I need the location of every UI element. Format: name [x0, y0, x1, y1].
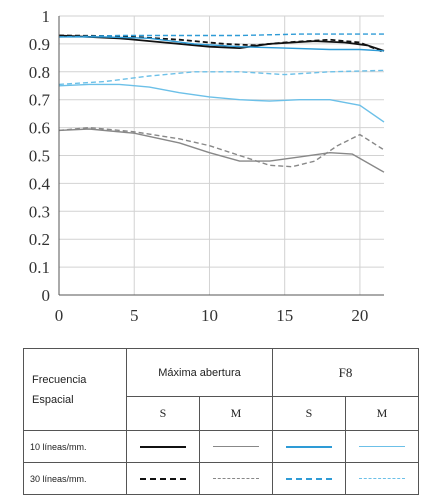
- swatch-gray-dashed: [213, 478, 259, 479]
- f8-header: F8: [272, 348, 419, 397]
- y-tick-label: 0.4: [29, 174, 51, 193]
- mtf-chart: 00.10.20.30.40.50.60.70.80.910 5 10 15 20: [29, 7, 385, 325]
- swatch-gray-solid: [213, 446, 259, 447]
- swatch-cell-30-max-m: [199, 462, 273, 495]
- max-aperture-header: Máxima abertura: [126, 348, 273, 397]
- freq-label-line2: Espacial: [32, 393, 74, 406]
- swatch-cell-10-max-s: [126, 430, 200, 463]
- swatch-cell-30-max-s: [126, 462, 200, 495]
- swatch-lightblue-dashed: [359, 478, 405, 479]
- header-s-max: S: [126, 396, 200, 431]
- x-tick-label: 5: [130, 306, 139, 325]
- swatch-cell-10-f8-s: [272, 430, 346, 463]
- row-label-30: 30 líneas/mm.: [23, 462, 127, 495]
- x-tick-label: 0: [55, 306, 64, 325]
- y-tick-label: 0.6: [29, 119, 50, 138]
- row-label-10: 10 líneas/mm.: [23, 430, 127, 463]
- y-tick-label: 0.5: [29, 147, 50, 166]
- header-m-f8: M: [345, 396, 419, 431]
- series-10-max-m: [58, 128, 385, 173]
- header-s-f8: S: [272, 396, 346, 431]
- x-tick-label: 20: [351, 306, 368, 325]
- series-30-f8-m: [58, 69, 385, 86]
- y-tick-label: 0.9: [29, 35, 50, 54]
- swatch-cell-30-f8-m: [345, 462, 419, 495]
- series-10-f8-s: [59, 36, 385, 52]
- swatch-cell-30-f8-s: [272, 462, 346, 495]
- y-tick-label: 0.7: [29, 91, 51, 110]
- y-tick-label: 0.3: [29, 202, 50, 221]
- freq-label-line1: Frecuencia: [32, 373, 87, 386]
- swatch-blue-solid: [286, 445, 332, 448]
- y-tick-label: 0.8: [29, 63, 50, 82]
- freq-header: Frecuencia Espacial: [23, 348, 127, 431]
- series-10-f8-m: [58, 83, 385, 123]
- tick-labels: 00.10.20.30.40.50.60.70.80.910 5 10 15 20: [29, 7, 369, 325]
- swatch-blue-dashed: [286, 477, 332, 480]
- y-tick-label: 0: [42, 286, 51, 305]
- x-tick-label: 10: [201, 306, 218, 325]
- swatch-cell-10-f8-m: [345, 430, 419, 463]
- series-group: [58, 33, 385, 173]
- swatch-black-dashed: [140, 477, 186, 480]
- series-30-max-m: [58, 126, 385, 168]
- legend-table: Frecuencia Espacial Máxima abertura F8 S…: [23, 348, 419, 495]
- swatch-cell-10-max-m: [199, 430, 273, 463]
- axes: [58, 16, 384, 296]
- swatch-lightblue-solid: [359, 446, 405, 447]
- y-tick-label: 0.2: [29, 230, 50, 249]
- y-tick-label: 1: [42, 7, 51, 26]
- grid: [59, 15, 384, 295]
- y-tick-label: 0.1: [29, 258, 50, 277]
- swatch-black-solid: [140, 445, 186, 448]
- x-tick-label: 15: [276, 306, 293, 325]
- series-30-f8-s: [58, 33, 384, 38]
- header-m-max: M: [199, 396, 273, 431]
